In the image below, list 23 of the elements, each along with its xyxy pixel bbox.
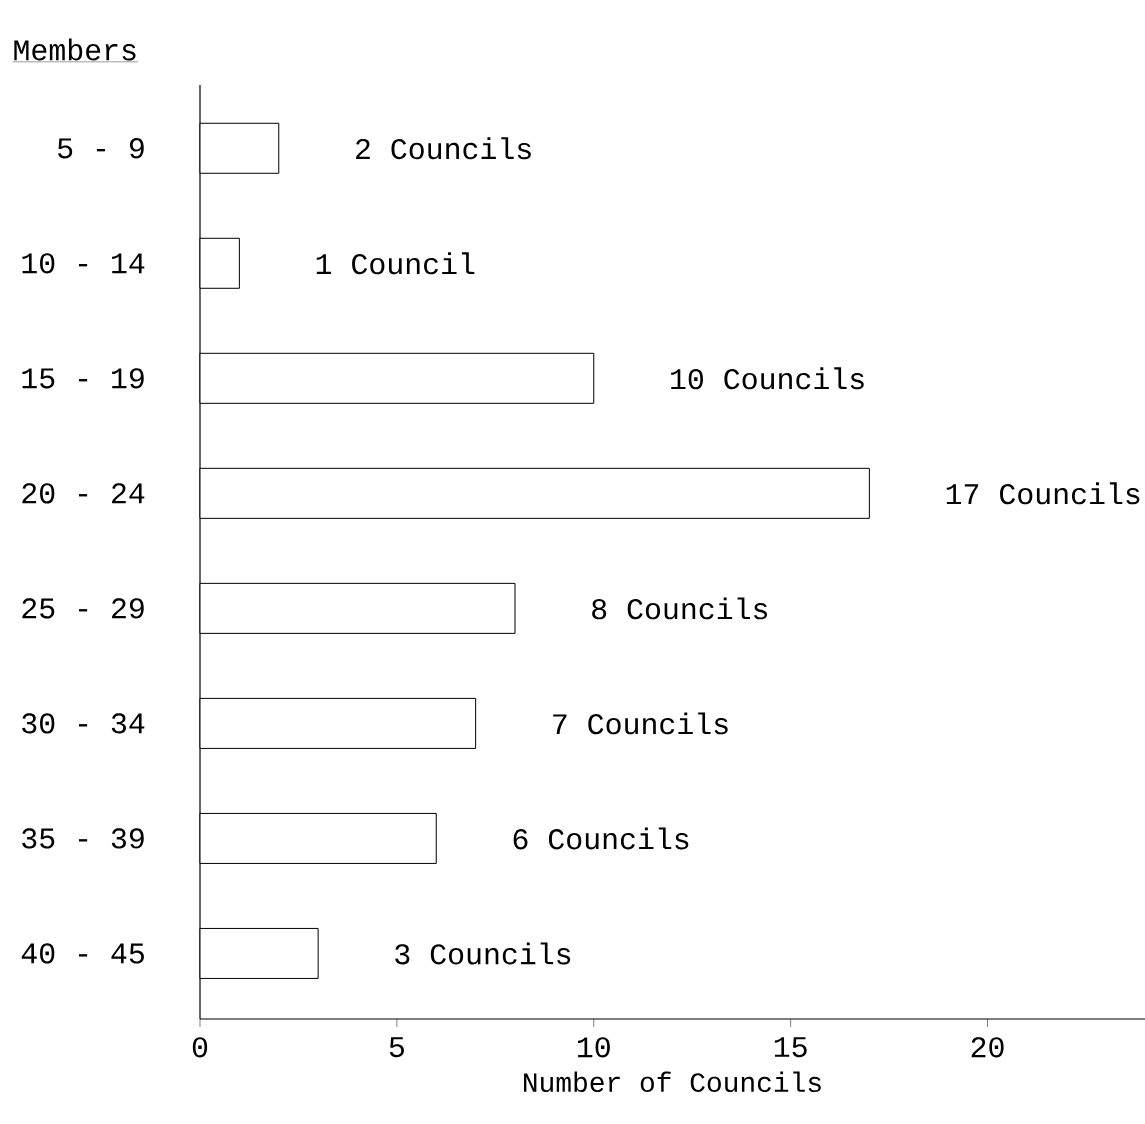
x-tick-label: 10 bbox=[577, 1037, 610, 1058]
x-tick-label: 0 bbox=[192, 1037, 208, 1058]
y-tick-label: 40 - 45 bbox=[21, 943, 144, 964]
y-tick-label: 20 - 24 bbox=[22, 483, 145, 504]
y-tick-label: 35 - 39 bbox=[22, 828, 144, 849]
y-tick-label: 15 - 19 bbox=[22, 368, 144, 389]
x-tick-label: 5 bbox=[389, 1037, 404, 1058]
data-label: 2 Councils bbox=[356, 137, 531, 160]
y-tick-label: 25 - 29 bbox=[22, 598, 144, 619]
data-label: 6 Councils bbox=[513, 827, 689, 850]
x-axis-title: Number of Councils bbox=[524, 1071, 821, 1093]
data-label: 8 Councils bbox=[592, 597, 768, 620]
x-tick-label: 15 bbox=[774, 1037, 807, 1058]
data-label: 7 Councils bbox=[553, 712, 728, 735]
y-tick-label: 5 - 9 bbox=[58, 138, 144, 159]
y-tick-label: 30 - 34 bbox=[22, 713, 145, 734]
data-label: 1 Council bbox=[316, 252, 475, 275]
x-tick-label: 20 bbox=[971, 1037, 1004, 1058]
y-tick-label: 10 - 14 bbox=[22, 253, 145, 274]
data-label: 17 Councils bbox=[946, 482, 1140, 505]
data-label: 3 Councils bbox=[395, 942, 571, 965]
y-axis-title: Members bbox=[14, 38, 136, 61]
data-label: 10 Councils bbox=[671, 367, 864, 390]
